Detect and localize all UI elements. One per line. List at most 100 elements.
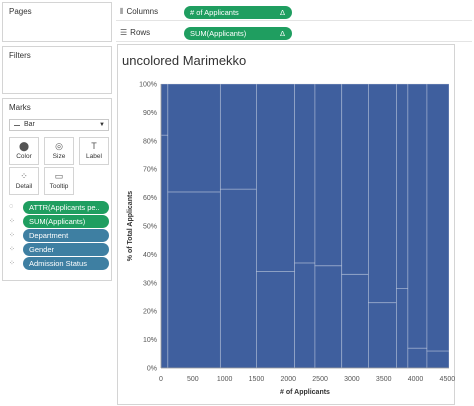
y-tick-label: 10% (143, 337, 157, 344)
rows-shelf[interactable]: ☰ Rows SUM(Applicants) Δ (116, 24, 472, 42)
mark-field-pill[interactable]: SUM(Applicants) (23, 215, 109, 228)
rows-pill[interactable]: SUM(Applicants) Δ (184, 27, 292, 40)
bar-segment[interactable] (368, 83, 397, 304)
mark-field-row[interactable]: ⁘ Department (7, 229, 111, 243)
columns-label-text: Columns (126, 7, 159, 16)
tooltip-label: Tooltip (49, 183, 69, 190)
color-button[interactable]: ⬤ Color (9, 137, 39, 165)
x-tick-label: 2000 (280, 376, 296, 383)
rows-pill-label: SUM(Applicants) (190, 29, 247, 38)
y-tick-label: 90% (143, 110, 157, 117)
bar-segment[interactable] (314, 265, 343, 369)
bar-segment[interactable] (407, 83, 428, 349)
delta-icon: Δ (279, 8, 285, 17)
detail-button[interactable]: ⁘ Detail (9, 167, 39, 195)
mark-field-row[interactable]: ⁘ SUM(Applicants) (7, 215, 111, 229)
bar-segment[interactable] (219, 188, 257, 369)
mark-type-label: Bar (24, 121, 35, 128)
bar-segment[interactable] (341, 83, 369, 275)
mark-field-pill[interactable]: ATTR(Applicants pe.. (23, 201, 109, 214)
bar-segment[interactable] (167, 83, 221, 193)
x-tick-label: 4000 (408, 376, 424, 383)
color-icon: ⬤ (18, 141, 30, 151)
x-tick-label: 3500 (376, 376, 392, 383)
tooltip-icon: ▭ (54, 171, 64, 181)
columns-pill-label: # of Applicants (190, 8, 239, 17)
bar-segment[interactable] (341, 273, 369, 369)
bar-segment[interactable] (167, 191, 221, 369)
bar-segment[interactable] (314, 83, 343, 267)
y-axis-title: % of Total Applicants (127, 191, 134, 261)
color-label: Color (16, 153, 32, 160)
bar-segment[interactable] (396, 83, 409, 289)
bar-segment[interactable] (396, 288, 409, 369)
y-tick-label: 30% (143, 280, 157, 287)
chevron-down-icon: ▼ (99, 122, 105, 128)
filters-title: Filters (9, 51, 31, 60)
detail-icon: ⁘ (9, 218, 15, 225)
pages-pane[interactable]: Pages (2, 2, 112, 42)
y-tick-label: 20% (143, 309, 157, 316)
mark-type-dropdown[interactable]: Bar ▼ (9, 119, 109, 131)
chart-title: uncolored Marimekko (122, 53, 247, 68)
mark-field-pill[interactable]: Admission Status (23, 257, 109, 270)
bar-segment[interactable] (256, 271, 296, 369)
viz-pane[interactable]: uncolored Marimekko 0% 10% 20% 30% 40% 50% 60%… (117, 44, 455, 405)
tooltip-button[interactable]: ▭ Tooltip (44, 167, 74, 195)
rows-icon: ☰ (120, 28, 128, 37)
bar-segment[interactable] (407, 347, 428, 369)
mark-field-row[interactable]: ⁘ Admission Status (7, 257, 111, 271)
y-tick-label: 40% (143, 252, 157, 259)
tooltip-icon: ◌ (9, 203, 14, 210)
filters-pane[interactable]: Filters (2, 46, 112, 94)
y-tick-label: 60% (143, 195, 157, 202)
y-tick-label: 100% (139, 82, 157, 89)
y-tick-label: 80% (143, 138, 157, 145)
columns-icon: ⦀ (120, 7, 124, 16)
label-button[interactable]: T Label (79, 137, 109, 165)
x-tick-label: 1500 (249, 376, 265, 383)
label-icon: T (91, 141, 97, 151)
delta-icon: Δ (279, 29, 285, 38)
marks-card[interactable]: Marks Bar ▼ ⬤ Color ◎ Size T Label ⁘ Detail … (2, 98, 112, 281)
pages-title: Pages (9, 7, 32, 16)
mark-field-pill[interactable]: Gender (23, 243, 109, 256)
detail-icon: ⁘ (9, 232, 15, 239)
x-axis-title: # of Applicants (280, 389, 330, 396)
x-tick-label: 2500 (312, 376, 328, 383)
bar-segment[interactable] (160, 134, 169, 369)
mark-field-row[interactable]: ⁘ Gender (7, 243, 111, 257)
x-tick-label: 3000 (344, 376, 360, 383)
bar-segment[interactable] (426, 350, 450, 369)
columns-shelf-label: ⦀ Columns (120, 7, 158, 17)
bar-segment[interactable] (426, 83, 450, 352)
bar-segment[interactable] (256, 83, 296, 272)
marimekko-chart[interactable]: 0% 10% 20% 30% 40% 50% 60% 70% 80% 90% 100% 0 500 100… (118, 45, 456, 406)
size-button[interactable]: ◎ Size (44, 137, 74, 165)
x-tick-label: 4500 (440, 376, 456, 383)
size-icon: ◎ (55, 141, 63, 151)
bar-segment[interactable] (294, 83, 316, 264)
columns-shelf[interactable]: ⦀ Columns # of Applicants Δ (116, 3, 472, 21)
detail-label: Detail (15, 183, 33, 190)
label-label: Label (86, 153, 102, 160)
y-tick-label: 0% (147, 366, 157, 373)
x-tick-label: 0 (159, 376, 163, 383)
detail-icon: ⁘ (20, 171, 28, 181)
columns-pill[interactable]: # of Applicants Δ (184, 6, 292, 19)
bar-segment[interactable] (160, 83, 169, 136)
mark-field-row[interactable]: ◌ ATTR(Applicants pe.. (7, 201, 111, 215)
rows-label-text: Rows (130, 28, 151, 37)
bar-segment[interactable] (294, 262, 316, 369)
y-tick-label: 50% (143, 224, 157, 231)
bar-chart-icon (14, 121, 20, 126)
x-tick-label: 500 (187, 376, 199, 383)
size-label: Size (52, 153, 66, 160)
bar-segment[interactable] (219, 83, 257, 190)
marks-title: Marks (9, 103, 31, 112)
x-tick-label: 1000 (217, 376, 233, 383)
mark-field-pill[interactable]: Department (23, 229, 109, 242)
detail-icon: ⁘ (9, 246, 15, 253)
rows-shelf-label: ☰ Rows (120, 28, 150, 37)
bar-segment[interactable] (368, 302, 397, 369)
